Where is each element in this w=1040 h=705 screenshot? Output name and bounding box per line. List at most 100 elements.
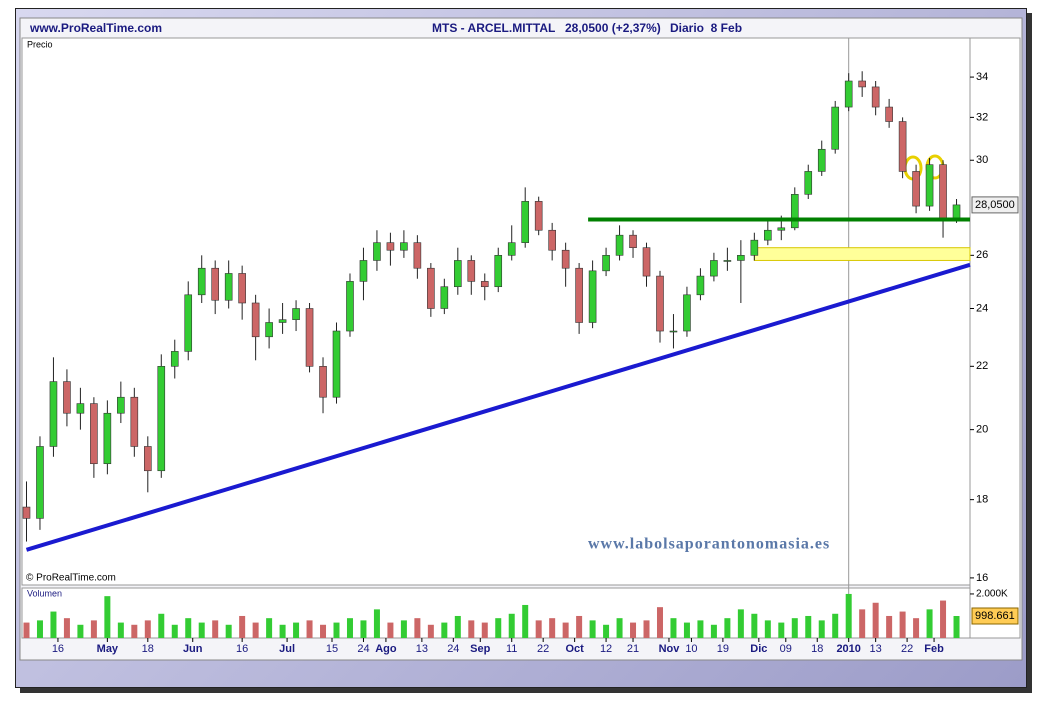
volume-bar [737,609,744,638]
volume-bar [77,624,84,638]
volume-panel [21,587,971,639]
candle-body [76,403,85,414]
volume-bar [643,620,650,638]
candle-body [602,255,610,272]
candle-body [534,201,543,231]
candle-body [575,267,583,323]
volume-bar [656,607,663,638]
y-tick-label: 20 [976,424,988,436]
candle-body [238,273,246,304]
candle-body [925,164,934,207]
y-tick-label: 22 [976,360,988,372]
candle-body [777,227,786,231]
candle-body [427,267,435,309]
candle-body [224,273,233,301]
candle-body [211,267,219,301]
volume-bar [724,618,731,638]
x-tick-label: 12 [600,643,612,655]
candle-body [103,412,112,465]
candle-body [22,506,31,519]
volume-bar [441,622,448,638]
volume-bar [414,618,421,638]
volume-bar [131,624,138,638]
axis-panel [969,37,1021,639]
volume-bar [225,624,232,638]
volume-bar [50,611,57,638]
volume-bar [670,618,677,638]
y-tick-label: 2.000K [976,589,1008,600]
candle-body [157,366,166,472]
candle-body [669,330,678,333]
candle-body [737,255,745,261]
candle-body [170,351,179,367]
candle-body [117,396,125,414]
x-tick-label: 22 [537,643,549,655]
x-tick-label: 18 [811,643,823,655]
volume-bar [63,618,70,638]
volume-bar [212,620,219,638]
x-tick-label: 16 [236,643,248,655]
x-tick-label: 22 [901,643,913,655]
volume-bar [508,613,515,638]
panel-label: Precio [27,39,53,49]
candle-body [912,171,920,207]
candle-body [319,366,327,398]
volume-bar [158,613,165,638]
candle-body [548,229,556,251]
copyright: © ProRealTime.com [26,573,116,584]
candle-body [332,330,341,398]
candle-body [683,294,691,332]
zone [753,247,971,261]
volume-bar [306,620,313,638]
volume-bar [872,602,879,638]
candle-body [817,148,826,172]
volume-bar [454,615,461,638]
candle-body [521,201,530,243]
x-tick-label: 19 [717,643,729,655]
volume-bar [562,622,569,638]
volume-bar [400,620,407,638]
x-tick-label: 24 [447,643,459,655]
x-tick-label: 13 [416,643,428,655]
price-panel [21,37,971,586]
volume-bar [481,622,488,638]
volume-bar [23,622,30,638]
volume-bar [805,615,812,638]
volume-bar [333,622,340,638]
trend-line [25,262,971,552]
panel-label: Volumen [27,588,62,598]
volume-bar [373,609,380,638]
volume-bar [576,615,583,638]
candle-body [480,281,489,288]
volume-bar [953,616,960,638]
volume-bar [832,613,839,638]
y-tick-label: 30 [976,154,988,166]
volume-bar [778,622,785,638]
volume-bar [899,611,906,638]
y-tick-label: 32 [976,111,988,123]
x-tick-label: 2010 [836,643,860,655]
candle-body [844,80,853,108]
candle-body [656,275,664,332]
volume-bar [535,620,542,638]
volume-bar [913,618,920,638]
candle-body [346,281,354,332]
volume-bar [859,609,866,638]
candle-body [939,164,947,221]
candle-body [386,242,395,251]
candle-body [898,121,907,172]
candle-body [642,247,651,277]
candle-body [764,229,772,241]
x-tick-label: Oct [565,643,584,655]
candle-body [265,322,273,338]
volume-bar [104,596,111,638]
y-tick-label: 24 [976,302,988,314]
candle-body [494,255,503,288]
volume-bar [360,620,367,638]
volume-bar [387,622,394,638]
candle-body [373,242,381,261]
price-label: 28,0500 [975,199,1015,211]
y-tick-label: 16 [976,572,988,584]
volume-bar [589,620,596,638]
volume-bar [845,593,852,638]
